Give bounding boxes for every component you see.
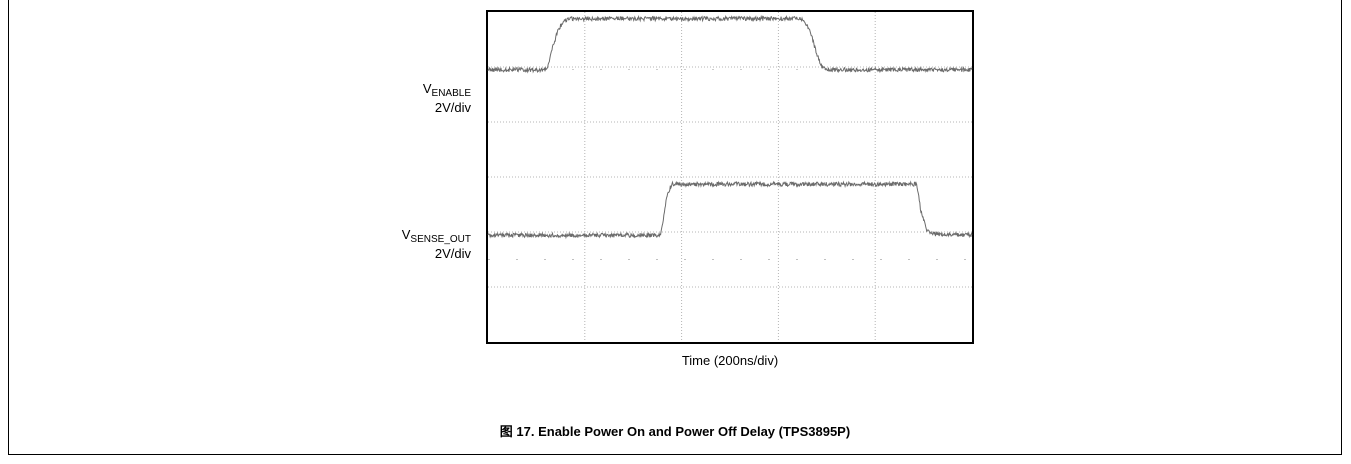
- figure-frame: [8, 0, 1342, 455]
- plot-svg: [486, 10, 974, 344]
- venable-scale-label: 2V/div: [434, 100, 471, 115]
- vsense-out-label: VSENSE_OUT 2V/div: [370, 226, 471, 262]
- grid-lines: [488, 12, 972, 342]
- plot-border: [486, 10, 974, 344]
- trace-venable: [487, 14, 973, 74]
- x-axis-label: Time (200ns/div): [681, 353, 779, 368]
- venable-label: VENABLE 2V/div: [370, 80, 471, 116]
- vsense-out-scale-label: 2V/div: [434, 246, 471, 261]
- trace-vsense-out: [487, 180, 973, 240]
- oscilloscope-plot: [486, 10, 974, 344]
- ground-markers: [488, 69, 972, 260]
- traces: [487, 14, 973, 240]
- figure-caption: 图 17. Enable Power On and Power Off Dela…: [499, 424, 851, 439]
